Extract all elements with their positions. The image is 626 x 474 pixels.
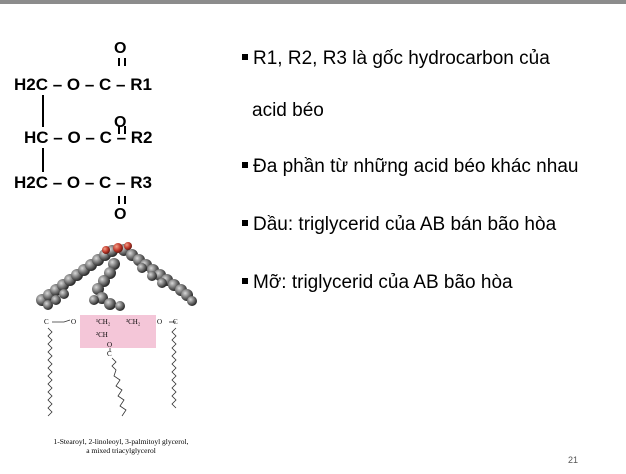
bullet-item-2: Đa phần từ những acid béo khác nhau [242,156,578,178]
bullet-item-3: Dầu: triglycerid của AB bán bão hòa [242,214,556,236]
oxygen-atom-2: O [114,114,127,131]
bullet-text-4: Mỡ: triglycerid của AB bão hòa [253,272,513,293]
bond-c1-c2 [42,95,44,127]
bullet-square-icon [242,277,248,284]
label-carbonyl-3: C [173,318,178,326]
fatty-acid-chain-1 [47,327,53,417]
figure-caption: 1-Stearoyl, 2-linoleoyl, 3-palmitoyl gly… [16,437,226,455]
formula-row-2: HC – O – C – R2 [24,128,153,147]
formula-row-1: H2C – O – C – R1 [14,75,152,94]
bond-c2-c3 [42,148,44,172]
bullet-text-3: Dầu: triglycerid của AB bán bão hòa [253,214,557,235]
label-ch2-3: ³CH₂ [126,318,141,326]
caption-line-1: 1-Stearoyl, 2-linoleoyl, 3-palmitoyl gly… [53,437,189,446]
caption-line-2: a mixed triacylglycerol [86,446,156,455]
label-carbonyl-1: C [44,318,49,326]
label-ch2-1: ¹CH₂ [96,318,111,326]
bullet-item-1: R1, R2, R3 là gốc hydrocarbon của [242,48,550,70]
top-bar [0,0,626,4]
bullet-text-2: Đa phần từ những acid béo khác nhau [253,156,579,177]
double-bond-2 [118,126,126,134]
label-ch: ²CH [96,331,108,339]
oxygen-atom-3: O [114,206,127,223]
label-o-3: O [157,318,162,326]
bullet-square-icon [242,161,248,168]
oxygen-atom-1: O [114,40,127,57]
page-number: 21 [567,455,578,465]
bullet-item-4: Mỡ: triglycerid của AB bão hòa [242,272,513,294]
fatty-acid-chain-2 [111,357,127,417]
space-filling-model [36,242,197,311]
bullet-continuation-1: acid béo [252,100,324,121]
fatty-acid-chain-3 [171,327,177,409]
triglyceride-formula: O H2C – O – C – R1 O HC – O – C – R2 H2C… [14,40,224,230]
bullet-text-1: R1, R2, R3 là gốc hydrocarbon của [253,48,550,69]
double-bond-1 [118,58,126,66]
double-bond-3 [118,196,126,204]
label-o-2: O [107,341,112,349]
label-o-1: O [71,318,76,326]
label-c-2: C [107,350,112,358]
formula-row-3: H2C – O – C – R3 [14,173,152,192]
bullet-square-icon [242,219,248,226]
glycerol-highlight [80,315,156,348]
bullet-square-icon [242,53,248,60]
triacylglycerol-structure: ¹CH₂ ²CH ³CH₂ O O O C C C [44,315,178,417]
